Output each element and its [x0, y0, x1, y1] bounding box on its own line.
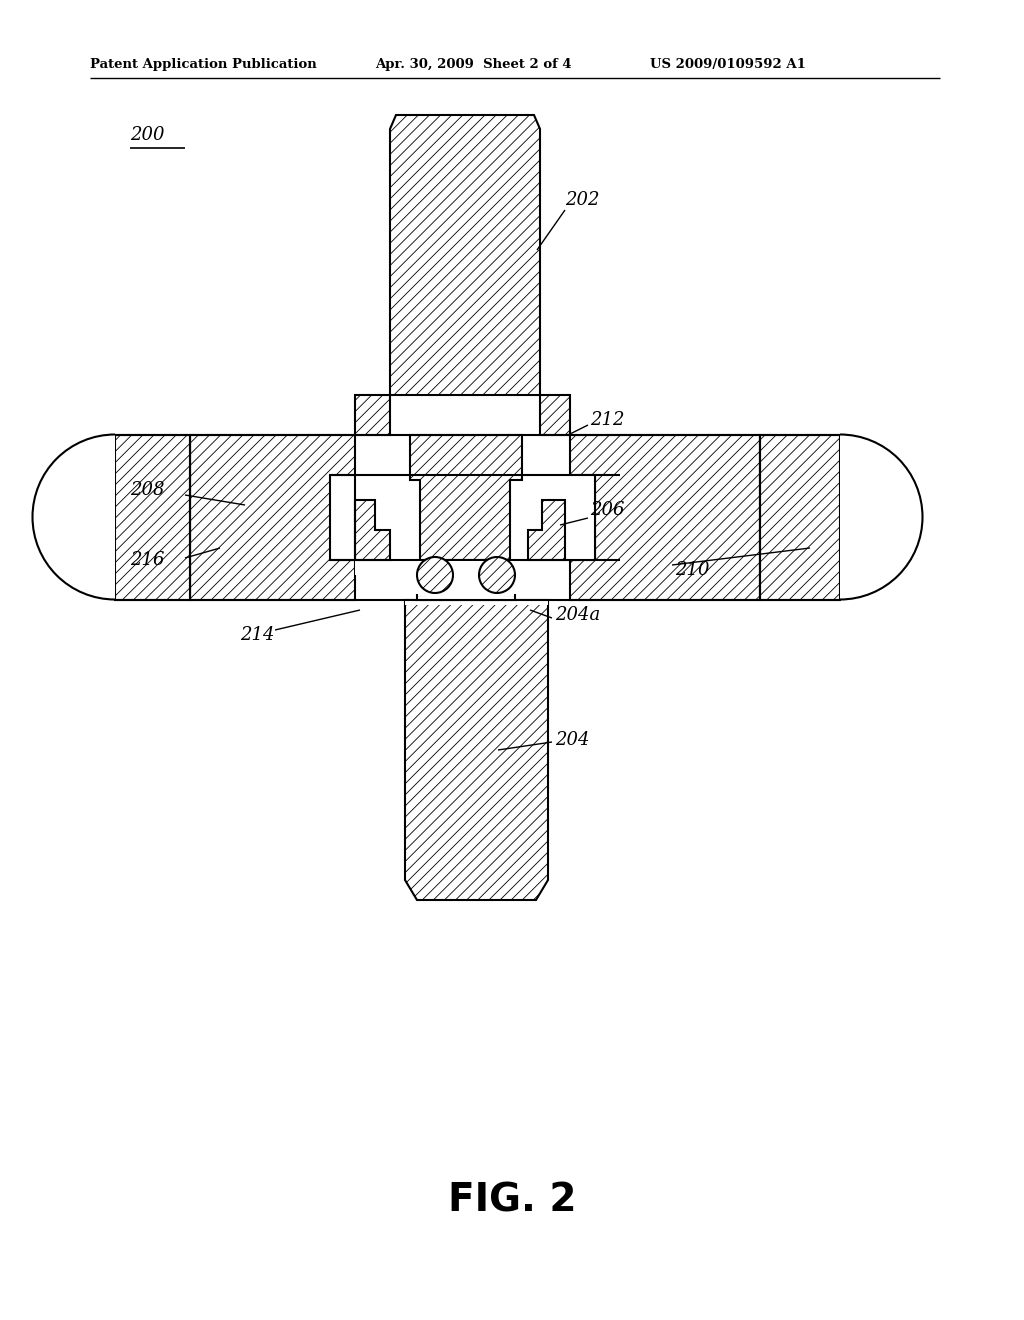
Polygon shape: [406, 601, 548, 900]
Bar: [540, 395, 570, 436]
Text: 204: 204: [555, 731, 590, 748]
Bar: [355, 395, 390, 436]
Text: 212: 212: [590, 411, 625, 429]
Text: 202: 202: [565, 191, 599, 209]
Text: Patent Application Publication: Patent Application Publication: [90, 58, 316, 71]
Polygon shape: [390, 115, 540, 395]
Text: US 2009/0109592 A1: US 2009/0109592 A1: [650, 58, 806, 71]
Bar: [406, 601, 548, 605]
Bar: [418, 561, 514, 597]
Polygon shape: [760, 436, 840, 601]
Polygon shape: [355, 500, 390, 560]
Text: 216: 216: [130, 550, 165, 569]
Polygon shape: [190, 436, 355, 601]
Bar: [355, 475, 595, 560]
Text: 208: 208: [130, 480, 165, 499]
Bar: [355, 560, 565, 576]
Text: 214: 214: [240, 626, 274, 644]
Text: 204a: 204a: [555, 606, 600, 624]
Polygon shape: [528, 500, 565, 560]
Circle shape: [417, 557, 453, 593]
Text: 210: 210: [675, 561, 710, 579]
Text: 206: 206: [590, 502, 625, 519]
Circle shape: [479, 557, 515, 593]
Text: 200: 200: [130, 125, 165, 144]
Polygon shape: [570, 436, 760, 601]
Polygon shape: [115, 436, 190, 601]
Polygon shape: [840, 434, 923, 601]
Text: Apr. 30, 2009  Sheet 2 of 4: Apr. 30, 2009 Sheet 2 of 4: [375, 58, 571, 71]
Polygon shape: [417, 560, 515, 601]
Polygon shape: [410, 436, 522, 576]
Text: FIG. 2: FIG. 2: [447, 1181, 577, 1218]
Polygon shape: [33, 434, 115, 601]
